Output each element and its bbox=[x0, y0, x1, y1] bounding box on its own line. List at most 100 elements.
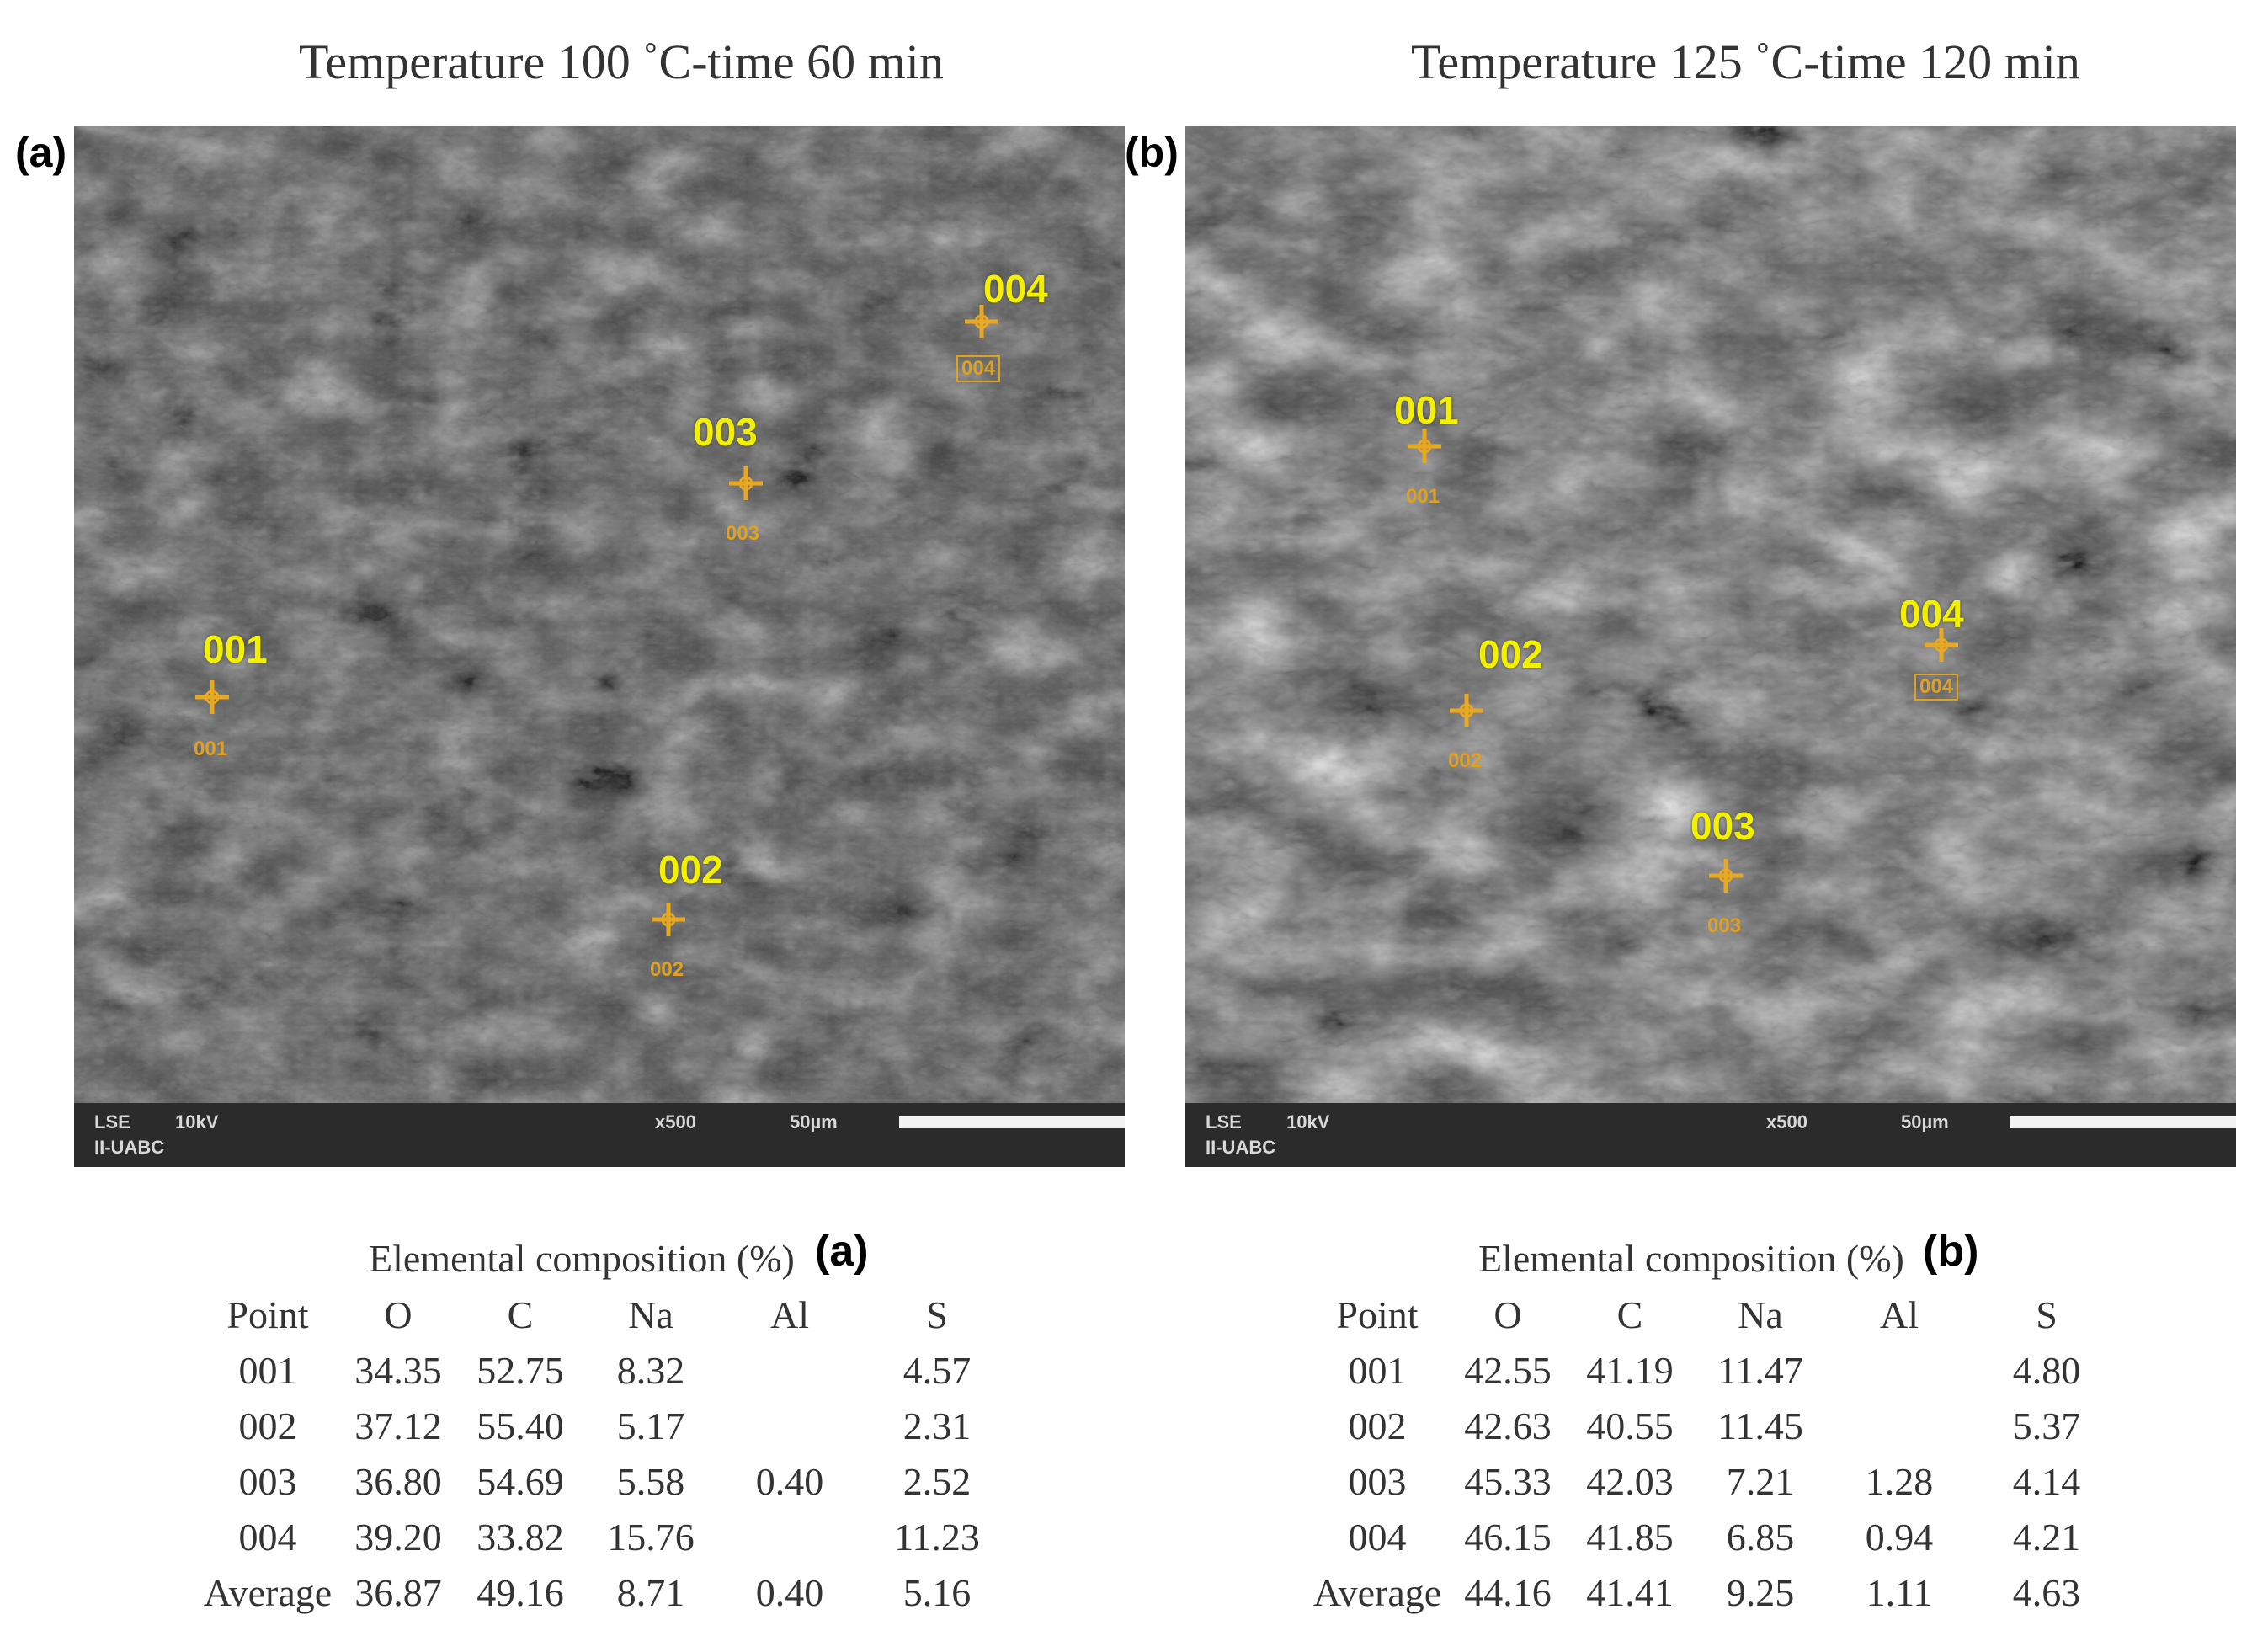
header-cell: Na bbox=[1738, 1292, 1783, 1336]
value-cell: 49.16 bbox=[476, 1570, 564, 1614]
table-row: Average 36.87 49.16 8.71 0.40 5.16 bbox=[200, 1564, 1017, 1620]
value-cell: 5.17 bbox=[616, 1404, 685, 1447]
marker-a-001-tag: 001 bbox=[194, 738, 228, 760]
value-cell: 8.32 bbox=[616, 1348, 685, 1392]
value-cell: 1.11 bbox=[1866, 1570, 1933, 1614]
value-cell: 5.37 bbox=[2012, 1404, 2081, 1447]
composition-table-b: Point O C Na Al S 001 42.55 41.19 11.47 … bbox=[1310, 1287, 2127, 1620]
value-cell bbox=[1832, 1398, 1967, 1453]
value-cell: 0.40 bbox=[755, 1459, 824, 1503]
voltage-label: 10kV bbox=[175, 1111, 219, 1132]
value-cell: 33.82 bbox=[476, 1515, 564, 1559]
table-a-letter: (a) bbox=[815, 1227, 869, 1276]
value-cell: 2.52 bbox=[902, 1459, 972, 1503]
value-cell: 6.85 bbox=[1726, 1515, 1795, 1559]
marker-a-002-tag: 002 bbox=[650, 958, 684, 981]
value-cell bbox=[722, 1398, 857, 1453]
marker-b-003-tag: 003 bbox=[1707, 914, 1742, 937]
table-row: 001 42.55 41.19 11.47 4.80 bbox=[1310, 1342, 2127, 1398]
value-cell: 44.16 bbox=[1464, 1570, 1552, 1614]
value-cell: 9.25 bbox=[1726, 1570, 1795, 1614]
panel-a-letter: (a) bbox=[15, 129, 67, 176]
table-header-row: Point O C Na Al S bbox=[200, 1287, 1017, 1342]
crosshair-icon bbox=[729, 466, 763, 500]
marker-a-003-label: 003 bbox=[693, 410, 758, 454]
header-cell: O bbox=[1493, 1292, 1522, 1336]
value-cell: 5.16 bbox=[902, 1570, 972, 1614]
value-cell: 41.41 bbox=[1586, 1570, 1674, 1614]
crosshair-icon bbox=[1408, 429, 1441, 463]
table-a-title: Elemental composition (%) bbox=[369, 1237, 795, 1280]
value-cell: 46.15 bbox=[1464, 1515, 1552, 1559]
point-cell: 002 bbox=[1348, 1404, 1407, 1447]
point-cell: 001 bbox=[238, 1348, 297, 1392]
value-cell bbox=[722, 1342, 857, 1398]
crosshair-icon bbox=[652, 903, 685, 936]
magnification-label: x500 bbox=[1766, 1111, 1807, 1132]
scale-label: 50µm bbox=[790, 1111, 838, 1132]
value-cell: 11.47 bbox=[1717, 1348, 1803, 1392]
crosshair-icon bbox=[195, 680, 229, 714]
panel-a-title: Temperature 100 ˚C-time 60 min bbox=[299, 35, 944, 89]
header-cell: S bbox=[926, 1292, 948, 1336]
table-row: 002 42.63 40.55 11.45 5.37 bbox=[1310, 1398, 2127, 1453]
header-cell: Al bbox=[1880, 1292, 1919, 1336]
marker-b-002-label: 002 bbox=[1478, 632, 1543, 676]
table-b-letter: (b) bbox=[1923, 1227, 1979, 1276]
marker-b-004-tag: 004 bbox=[1914, 674, 1959, 701]
marker-a-004-tag: 004 bbox=[956, 355, 1001, 382]
point-cell: 001 bbox=[1348, 1348, 1407, 1392]
value-cell: 11.23 bbox=[894, 1515, 980, 1559]
crosshair-icon bbox=[965, 305, 998, 338]
value-cell: 15.76 bbox=[607, 1515, 695, 1559]
detector-label: LSE bbox=[94, 1111, 130, 1132]
value-cell: 7.21 bbox=[1726, 1459, 1795, 1503]
value-cell: 1.28 bbox=[1865, 1459, 1934, 1503]
value-cell: 45.33 bbox=[1464, 1459, 1552, 1503]
value-cell: 54.69 bbox=[476, 1459, 564, 1503]
value-cell: 4.14 bbox=[2012, 1459, 2081, 1503]
table-b-title: Elemental composition (%) bbox=[1478, 1237, 1904, 1280]
value-cell: 8.71 bbox=[616, 1570, 685, 1614]
sem-image-a: 001 001 002 002 003 003 004 004 LSE 10kV bbox=[74, 126, 1125, 1167]
value-cell: 40.55 bbox=[1586, 1404, 1674, 1447]
value-cell: 55.40 bbox=[476, 1404, 564, 1447]
point-cell: 002 bbox=[238, 1404, 297, 1447]
scale-bar bbox=[2010, 1116, 2236, 1128]
composition-table-a: Point O C Na Al S 001 34.35 52.75 8.32 4… bbox=[200, 1287, 1017, 1620]
table-row: 003 45.33 42.03 7.21 1.28 4.14 bbox=[1310, 1453, 2127, 1509]
header-cell: O bbox=[384, 1292, 413, 1336]
value-cell: 39.20 bbox=[354, 1515, 442, 1559]
marker-a-003-tag: 003 bbox=[726, 522, 760, 545]
sem-texture-b bbox=[1185, 126, 2236, 1103]
value-cell: 41.85 bbox=[1586, 1515, 1674, 1559]
value-cell: 4.21 bbox=[2012, 1515, 2081, 1559]
point-cell: 004 bbox=[238, 1515, 297, 1559]
value-cell: 42.55 bbox=[1464, 1348, 1552, 1392]
crosshair-icon bbox=[1450, 694, 1483, 727]
value-cell: 41.19 bbox=[1586, 1348, 1674, 1392]
table-row: 001 34.35 52.75 8.32 4.57 bbox=[200, 1342, 1017, 1398]
value-cell: 5.58 bbox=[616, 1459, 685, 1503]
table-row: Average 44.16 41.41 9.25 1.11 4.63 bbox=[1310, 1564, 2127, 1620]
marker-a-001-label: 001 bbox=[203, 627, 268, 671]
marker-b-001-tag: 001 bbox=[1406, 485, 1440, 508]
value-cell: 37.12 bbox=[354, 1404, 442, 1447]
org-label: II-UABC bbox=[94, 1137, 165, 1158]
voltage-label: 10kV bbox=[1286, 1111, 1330, 1132]
marker-b-002-tag: 002 bbox=[1448, 749, 1483, 772]
header-cell: Al bbox=[770, 1292, 809, 1336]
value-cell: 2.31 bbox=[902, 1404, 972, 1447]
marker-a-004-label: 004 bbox=[983, 267, 1048, 311]
sem-info-bar-a: LSE 10kV II-UABC x500 50µm bbox=[74, 1103, 1125, 1167]
sem-image-b: 001 001 002 002 003 003 004 004 LSE 10kV bbox=[1185, 126, 2236, 1167]
point-cell: 004 bbox=[1348, 1515, 1407, 1559]
value-cell: 42.03 bbox=[1586, 1459, 1674, 1503]
point-cell: Average bbox=[203, 1570, 333, 1614]
table-row: 004 46.15 41.85 6.85 0.94 4.21 bbox=[1310, 1509, 2127, 1564]
header-cell: Point bbox=[1336, 1292, 1419, 1336]
sem-info-bar-b: LSE 10kV II-UABC x500 50µm bbox=[1185, 1103, 2236, 1167]
table-row: 003 36.80 54.69 5.58 0.40 2.52 bbox=[200, 1453, 1017, 1509]
value-cell: 0.94 bbox=[1865, 1515, 1934, 1559]
crosshair-icon bbox=[1925, 628, 1958, 662]
